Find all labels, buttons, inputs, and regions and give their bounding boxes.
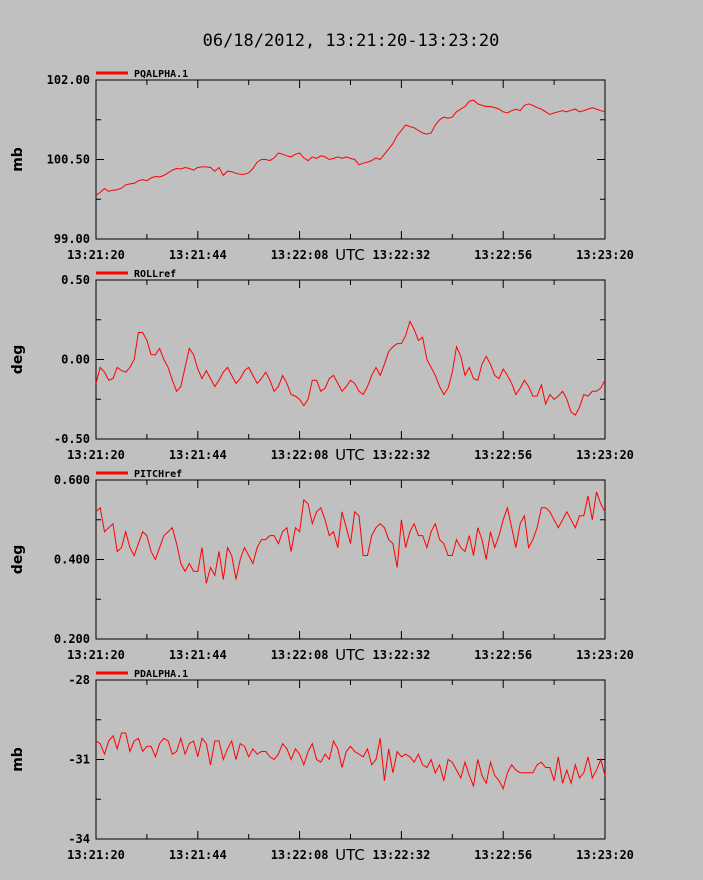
y-tick-label: 0.200 xyxy=(54,632,90,646)
x-axis-label: UTC xyxy=(335,646,365,664)
x-tick-label: 13:23:20 xyxy=(576,448,634,462)
x-tick-label: 13:21:44 xyxy=(169,848,227,862)
x-tick-label: 13:22:56 xyxy=(474,448,532,462)
y-tick-label: 99.00 xyxy=(54,232,90,246)
series-line-pitchref xyxy=(95,491,606,584)
legend-label: PQALPHA.1 xyxy=(134,69,188,80)
x-tick-label: 13:22:32 xyxy=(373,448,431,462)
x-tick-label: 13:21:20 xyxy=(67,248,125,262)
x-tick-label: 13:22:32 xyxy=(373,248,431,262)
x-tick-label: 13:21:20 xyxy=(67,648,125,662)
y-tick-label: -34 xyxy=(68,832,90,846)
figure-title: 06/18/2012, 13:21:20-13:23:20 xyxy=(203,31,500,51)
chart-panel-4: PDALPHA.1 mb -34 -31 -28 13:21:20 13:21:44 13:2… xyxy=(10,669,634,864)
x-tick-label: 13:21:20 xyxy=(67,848,125,862)
y-tick-label: 100.50 xyxy=(47,153,90,167)
y-axis-label: deg xyxy=(10,545,26,575)
legend-label: ROLLref xyxy=(134,269,176,280)
x-axis-label: UTC xyxy=(335,446,365,464)
x-tick-label: 13:22:56 xyxy=(474,248,532,262)
y-tick-label: -0.50 xyxy=(54,432,90,446)
x-tick-label: 13:23:20 xyxy=(576,848,634,862)
y-tick-label: 0.400 xyxy=(54,553,90,567)
series-line-pqalpha-1 xyxy=(95,99,606,196)
plot-frame xyxy=(95,679,606,840)
y-axis-label: deg xyxy=(10,345,26,375)
plot-frame xyxy=(95,279,606,440)
chart-panel-3: PITCHref deg 0.200 0.400 0.600 13:21:20 13:21:… xyxy=(10,469,634,664)
chart-panel-2: ROLLref deg -0.50 0.00 0.50 13:21:20 13:21:44 1… xyxy=(10,269,634,464)
x-tick-label: 13:21:44 xyxy=(169,648,227,662)
x-tick-label: 13:22:08 xyxy=(271,448,329,462)
x-axis-label: UTC xyxy=(335,846,365,864)
y-tick-label: 0.50 xyxy=(61,273,90,287)
x-tick-label: 13:22:56 xyxy=(474,848,532,862)
legend-label: PITCHref xyxy=(134,469,182,480)
x-tick-label: 13:23:20 xyxy=(576,248,634,262)
x-tick-label: 13:22:56 xyxy=(474,648,532,662)
series-line-pdalpha-1 xyxy=(95,732,606,791)
x-tick-label: 13:22:08 xyxy=(271,648,329,662)
x-tick-label: 13:21:44 xyxy=(169,448,227,462)
legend-label: PDALPHA.1 xyxy=(134,669,188,680)
x-tick-label: 13:22:08 xyxy=(271,248,329,262)
y-axis-label: mb xyxy=(10,147,26,172)
y-tick-label: 0.00 xyxy=(61,353,90,367)
plot-frame xyxy=(95,479,606,640)
x-axis-label: UTC xyxy=(335,246,365,264)
x-tick-label: 13:22:32 xyxy=(373,848,431,862)
x-tick-label: 13:22:08 xyxy=(271,848,329,862)
chart-panel-1: PQALPHA.1 mb 99.00 100.50 102.00 13:21:20 13:2… xyxy=(10,69,634,264)
y-tick-label: 102.00 xyxy=(47,73,90,87)
y-tick-label: 0.600 xyxy=(54,473,90,487)
series-line-rollref xyxy=(95,319,606,416)
x-tick-label: 13:23:20 xyxy=(576,648,634,662)
x-tick-label: 13:21:44 xyxy=(169,248,227,262)
y-axis-label: mb xyxy=(10,747,26,772)
y-tick-label: -28 xyxy=(68,673,90,687)
x-tick-label: 13:22:32 xyxy=(373,648,431,662)
x-tick-label: 13:21:20 xyxy=(67,448,125,462)
y-tick-label: -31 xyxy=(68,753,90,767)
